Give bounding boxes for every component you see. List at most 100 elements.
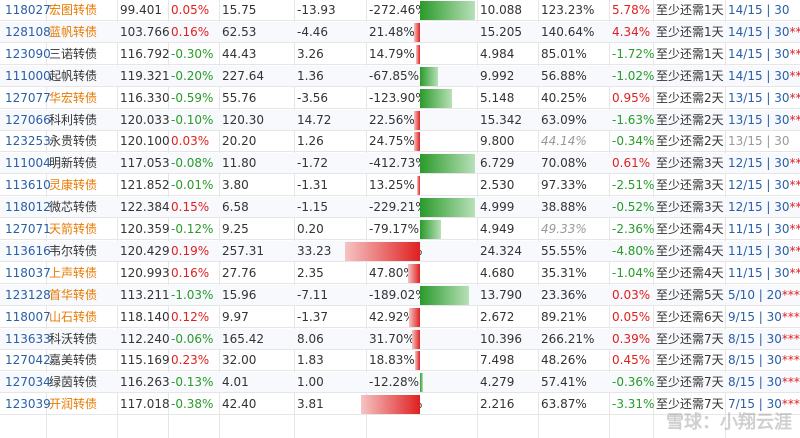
days-remaining-cell: 至少还需2天 bbox=[656, 134, 724, 149]
bond-name-link[interactable]: 首华转债 bbox=[49, 287, 98, 302]
bond-code-link[interactable]: 118027 bbox=[5, 3, 51, 17]
days-remaining-cell: 至少还需1天 bbox=[656, 3, 724, 17]
bond-name-link[interactable]: 上声转债 bbox=[49, 265, 98, 280]
ytm-cell: 4.984 bbox=[480, 46, 515, 61]
premium-cell: 14.79% bbox=[369, 46, 415, 61]
bond-name-link[interactable]: 天箭转债 bbox=[49, 222, 98, 236]
bond-name-link[interactable]: 开润转债 bbox=[49, 397, 98, 412]
table-row[interactable]: 127034 绿茵转债 116.263 -0.13% 4.01 1.00 -12.28% 4.… bbox=[0, 372, 800, 394]
premium-cell: -123.90% bbox=[369, 90, 427, 105]
column-divider bbox=[117, 0, 118, 438]
table-row[interactable]: 128108 蓝帆转债 103.766 0.16% 62.53 -4.46 21.48% 15… bbox=[0, 21, 800, 43]
days-remaining-cell: 至少还需2天 bbox=[656, 90, 724, 105]
premium-bar-track bbox=[345, 351, 475, 371]
conversion-value-cell: 1.83 bbox=[297, 353, 324, 368]
table-row[interactable]: 123128 首华转债 113.211 -1.03% 15.96 -7.11 -189.02… bbox=[0, 284, 800, 306]
bond-name-link[interactable]: 山石转债 bbox=[49, 309, 98, 324]
bond-code-link[interactable]: 127077 bbox=[5, 90, 51, 105]
table-row[interactable]: 111004 明新转债 117.053 -0.08% 11.80 -1.72 -412.73… bbox=[0, 153, 800, 175]
bond-name-link[interactable]: 韦尔转债 bbox=[49, 243, 98, 258]
bond-code-link[interactable]: 123128 bbox=[5, 287, 51, 302]
table-row[interactable]: 123039开润转债117.018-0.38%42.403.81228.45%2… bbox=[0, 394, 800, 416]
bond-code-link[interactable]: 118037 bbox=[5, 265, 51, 280]
rating-cell: 12/15 | 30*** bbox=[728, 153, 800, 174]
premium-cell: -12.28% bbox=[369, 375, 420, 390]
change-pct-cell: -0.08% bbox=[171, 156, 214, 171]
bond-name-link[interactable]: 蓝帆转债 bbox=[49, 24, 98, 39]
bond-name-link[interactable]: 宏图转债 bbox=[49, 3, 98, 17]
bond-code-link[interactable]: 113616 bbox=[5, 243, 51, 258]
bond-name-link[interactable]: 绿茵转债 bbox=[49, 375, 98, 390]
table-row[interactable]: 118027 宏图转债 99.401 0.05% 15.75 -13.93 -272.46%… bbox=[0, 0, 800, 21]
days-remaining-cell: 至少还需6天 bbox=[656, 309, 724, 324]
table-row[interactable]: 123253 永贵转债 120.100 0.03% 20.20 1.26 24.75% 9.8… bbox=[0, 131, 800, 153]
rating-stars: ***** bbox=[789, 178, 800, 193]
ytm-cell: 13.790 bbox=[480, 287, 522, 302]
bond-code-link[interactable]: 118007 bbox=[5, 309, 51, 324]
table-row[interactable]: 113616韦尔转债120.4290.19%257.3133.23497.66%… bbox=[0, 240, 800, 262]
bond-code-link[interactable]: 123090 bbox=[5, 46, 51, 61]
rating-stars: ***** bbox=[789, 24, 800, 39]
premium-cell: -272.46% bbox=[369, 3, 427, 17]
rating-cell: 11/15 | 30***** bbox=[728, 263, 800, 284]
rating-cell: 13/15 | 30***** bbox=[728, 110, 800, 131]
ratio-cell: 48.26% bbox=[541, 353, 587, 368]
change-pct-cell: -0.12% bbox=[171, 222, 214, 236]
bond-name-link[interactable]: 微芯转债 bbox=[49, 200, 98, 215]
bond-code-link[interactable]: 113633 bbox=[5, 331, 51, 346]
rate-cell: -1.63% bbox=[612, 112, 655, 127]
table-row[interactable]: 127042 嘉美转债 115.169 0.23% 32.00 1.83 18.83% 7.4… bbox=[0, 350, 800, 372]
days-remaining-cell: 至少还需3天 bbox=[656, 200, 724, 215]
bond-name-link[interactable]: 嘉美转债 bbox=[49, 353, 98, 368]
bond-name-link[interactable]: 三诺转债 bbox=[49, 46, 98, 61]
table-row[interactable]: 127071 天箭转债 120.359 -0.12% 9.25 0.20 -79.17% 4.… bbox=[0, 219, 800, 240]
rating-cell: 14/15 | 30*** bbox=[728, 44, 800, 65]
rating-cell: 5/10 | 20***** bbox=[728, 285, 800, 306]
bond-name-link[interactable]: 永贵转债 bbox=[49, 134, 98, 149]
bond-code-link[interactable]: 111004 bbox=[5, 156, 51, 171]
premium-bar-track bbox=[345, 241, 475, 261]
column-divider bbox=[653, 0, 654, 438]
bond-code-link[interactable]: 123253 bbox=[5, 134, 51, 149]
bond-code-link[interactable]: 127071 bbox=[5, 222, 51, 236]
bond-code-link[interactable]: 127034 bbox=[5, 375, 51, 390]
table-row[interactable]: 118012 微芯转债 122.384 0.15% 6.58 -1.15 -229.21% 4… bbox=[0, 197, 800, 219]
table-row[interactable]: 123090 三诺转债 116.792 -0.30% 44.43 3.26 14.79% 4.… bbox=[0, 44, 800, 65]
rate-cell: -0.34% bbox=[612, 134, 655, 149]
table-row[interactable]: 118007 山石转债 118.140 0.12% 9.97 -1.37 42.92% 2.6… bbox=[0, 307, 800, 328]
days-remaining-cell: 至少还需3天 bbox=[656, 156, 724, 171]
bond-code-link[interactable]: 128108 bbox=[5, 24, 51, 39]
change-pct-cell: -0.01% bbox=[171, 178, 214, 193]
bond-code-link[interactable]: 113610 bbox=[5, 178, 51, 193]
ratio-cell: 38.88% bbox=[541, 200, 587, 215]
bond-name-link[interactable]: 华宏转债 bbox=[49, 90, 98, 105]
rating-stars: ***** bbox=[781, 309, 800, 324]
days-remaining-cell: 至少还需7天 bbox=[656, 331, 724, 346]
bond-code-link[interactable]: 118012 bbox=[5, 200, 51, 215]
table-row[interactable]: 127066 科利转债 120.033 -0.10% 120.30 14.72 22.56%… bbox=[0, 109, 800, 131]
ratio-cell: 49.33% bbox=[541, 222, 587, 236]
table-row[interactable]: 127077 华宏转债 116.330 -0.59% 55.76 -3.56 -123.90… bbox=[0, 88, 800, 109]
stock-price-cell: 227.64 bbox=[222, 68, 264, 83]
table-row[interactable]: 118037 上声转债 120.993 0.16% 27.76 2.35 47.80% 4.6… bbox=[0, 263, 800, 284]
bond-code-link[interactable]: 127042 bbox=[5, 353, 51, 368]
price-cell: 115.169 bbox=[120, 353, 170, 368]
table-row[interactable]: 113633 科沃转债 112.240 -0.06% 165.42 8.06 31.70% 1… bbox=[0, 328, 800, 350]
table-row[interactable]: 111000 起帆转债 119.321 -0.20% 227.64 1.36 -67.85%… bbox=[0, 65, 800, 87]
stock-price-cell: 44.43 bbox=[222, 46, 257, 61]
bond-name-link[interactable]: 明新转债 bbox=[49, 156, 98, 171]
ytm-cell: 7.498 bbox=[480, 353, 515, 368]
bond-name-link[interactable]: 灵康转债 bbox=[49, 178, 98, 193]
bond-name-link[interactable]: 科沃转债 bbox=[49, 331, 98, 346]
table-row[interactable]: 113610 灵康转债 121.852 -0.01% 3.80 -1.31 13.25% 2.… bbox=[0, 175, 800, 197]
bond-name-link[interactable]: 科利转债 bbox=[49, 112, 98, 127]
bond-code-link[interactable]: 111000 bbox=[5, 68, 51, 83]
stock-price-cell: 55.76 bbox=[222, 90, 257, 105]
bond-code-link[interactable]: 127066 bbox=[5, 112, 51, 127]
price-cell: 120.429 bbox=[120, 243, 170, 258]
ytm-cell: 2.216 bbox=[480, 397, 515, 412]
bond-name-link[interactable]: 起帆转债 bbox=[49, 68, 98, 83]
ratio-cell: 266.21% bbox=[541, 331, 595, 346]
column-divider bbox=[168, 0, 169, 438]
bond-code-link[interactable]: 123039 bbox=[5, 397, 51, 412]
